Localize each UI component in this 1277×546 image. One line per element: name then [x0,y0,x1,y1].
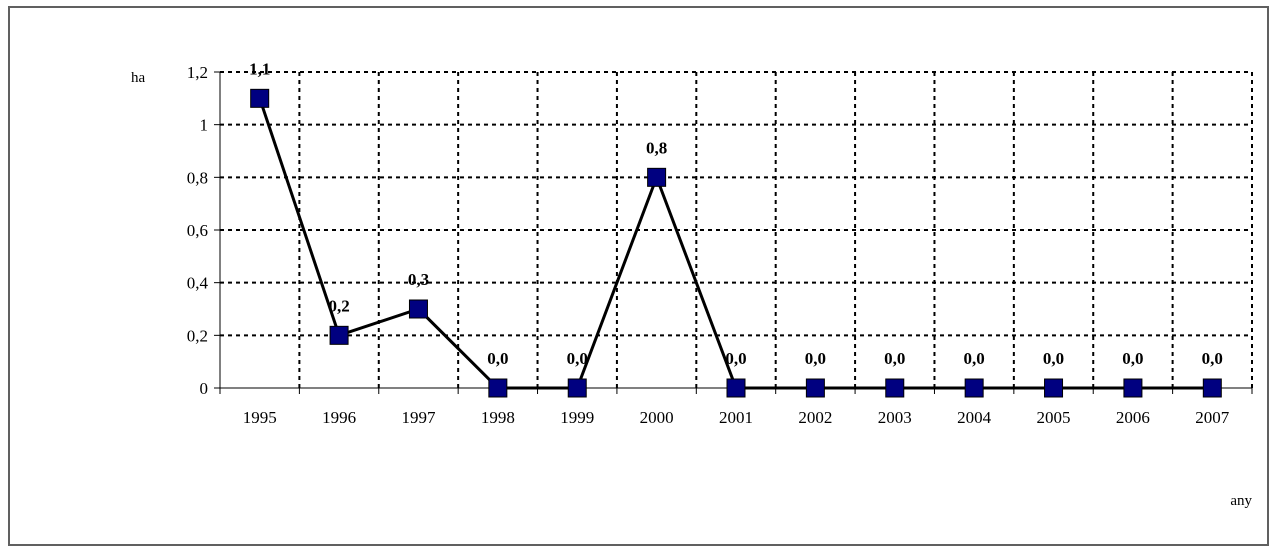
x-tick-label: 1997 [401,408,436,427]
x-tick-label: 1995 [243,408,277,427]
data-label: 1,1 [249,59,270,78]
x-tick-label: 2000 [640,408,674,427]
y-tick-label: 0 [200,379,209,398]
data-point-marker [885,378,905,398]
x-tick-label: 2004 [957,408,992,427]
data-label: 0,0 [1043,349,1064,368]
y-tick-label: 1 [200,116,209,135]
data-point-marker [408,299,428,319]
x-tick-label: 2006 [1116,408,1150,427]
y-tick-label: 0,8 [187,168,208,187]
y-axis-label: ha [131,70,146,86]
y-tick-label: 0,6 [187,221,208,240]
x-tick-label: 2001 [719,408,753,427]
y-tick-label: 0,4 [187,274,209,293]
data-label: 0,0 [1202,349,1223,368]
data-label: 0,0 [964,349,985,368]
x-tick-label: 1996 [322,408,356,427]
data-label: 0,2 [328,296,349,315]
data-point-marker [726,378,746,398]
y-tick-label: 1,2 [187,63,208,82]
data-label: 0,0 [1122,349,1143,368]
chart-frame [8,6,1269,546]
x-tick-label: 1999 [560,408,594,427]
data-label: 0,0 [884,349,905,368]
data-point-marker [329,325,349,345]
x-axis-label: any [1230,493,1252,509]
data-label: 0,3 [408,270,429,289]
series [250,88,1222,398]
axes [214,71,1253,394]
line-chart: 0 0,2 0,4 0,6 0,8 1 1,2 1995 1996 1997 1998 1999 200… [131,59,1253,509]
data-point-marker [805,378,825,398]
data-label: 0,0 [725,349,746,368]
data-point-marker [1123,378,1143,398]
data-point-marker [1202,378,1222,398]
x-tick-label: 2003 [878,408,912,427]
data-point-marker [647,167,667,187]
data-point-marker [567,378,587,398]
series-line [258,97,1213,390]
data-point-marker [250,88,270,108]
data-label: 0,0 [487,349,508,368]
x-tick-label: 1998 [481,408,515,427]
x-tick-label: 2005 [1037,408,1071,427]
data-point-marker [488,378,508,398]
grid-lines [220,71,1253,388]
x-tick-label: 2007 [1195,408,1230,427]
data-point-marker [1044,378,1064,398]
y-tick-label: 0,2 [187,326,208,345]
data-point-marker [964,378,984,398]
data-label: 0,0 [805,349,826,368]
labels: 0 0,2 0,4 0,6 0,8 1 1,2 1995 1996 1997 1998 1999 200… [187,59,1230,427]
data-label: 0,0 [567,349,588,368]
x-tick-label: 2002 [798,408,832,427]
data-label: 0,8 [646,138,667,157]
